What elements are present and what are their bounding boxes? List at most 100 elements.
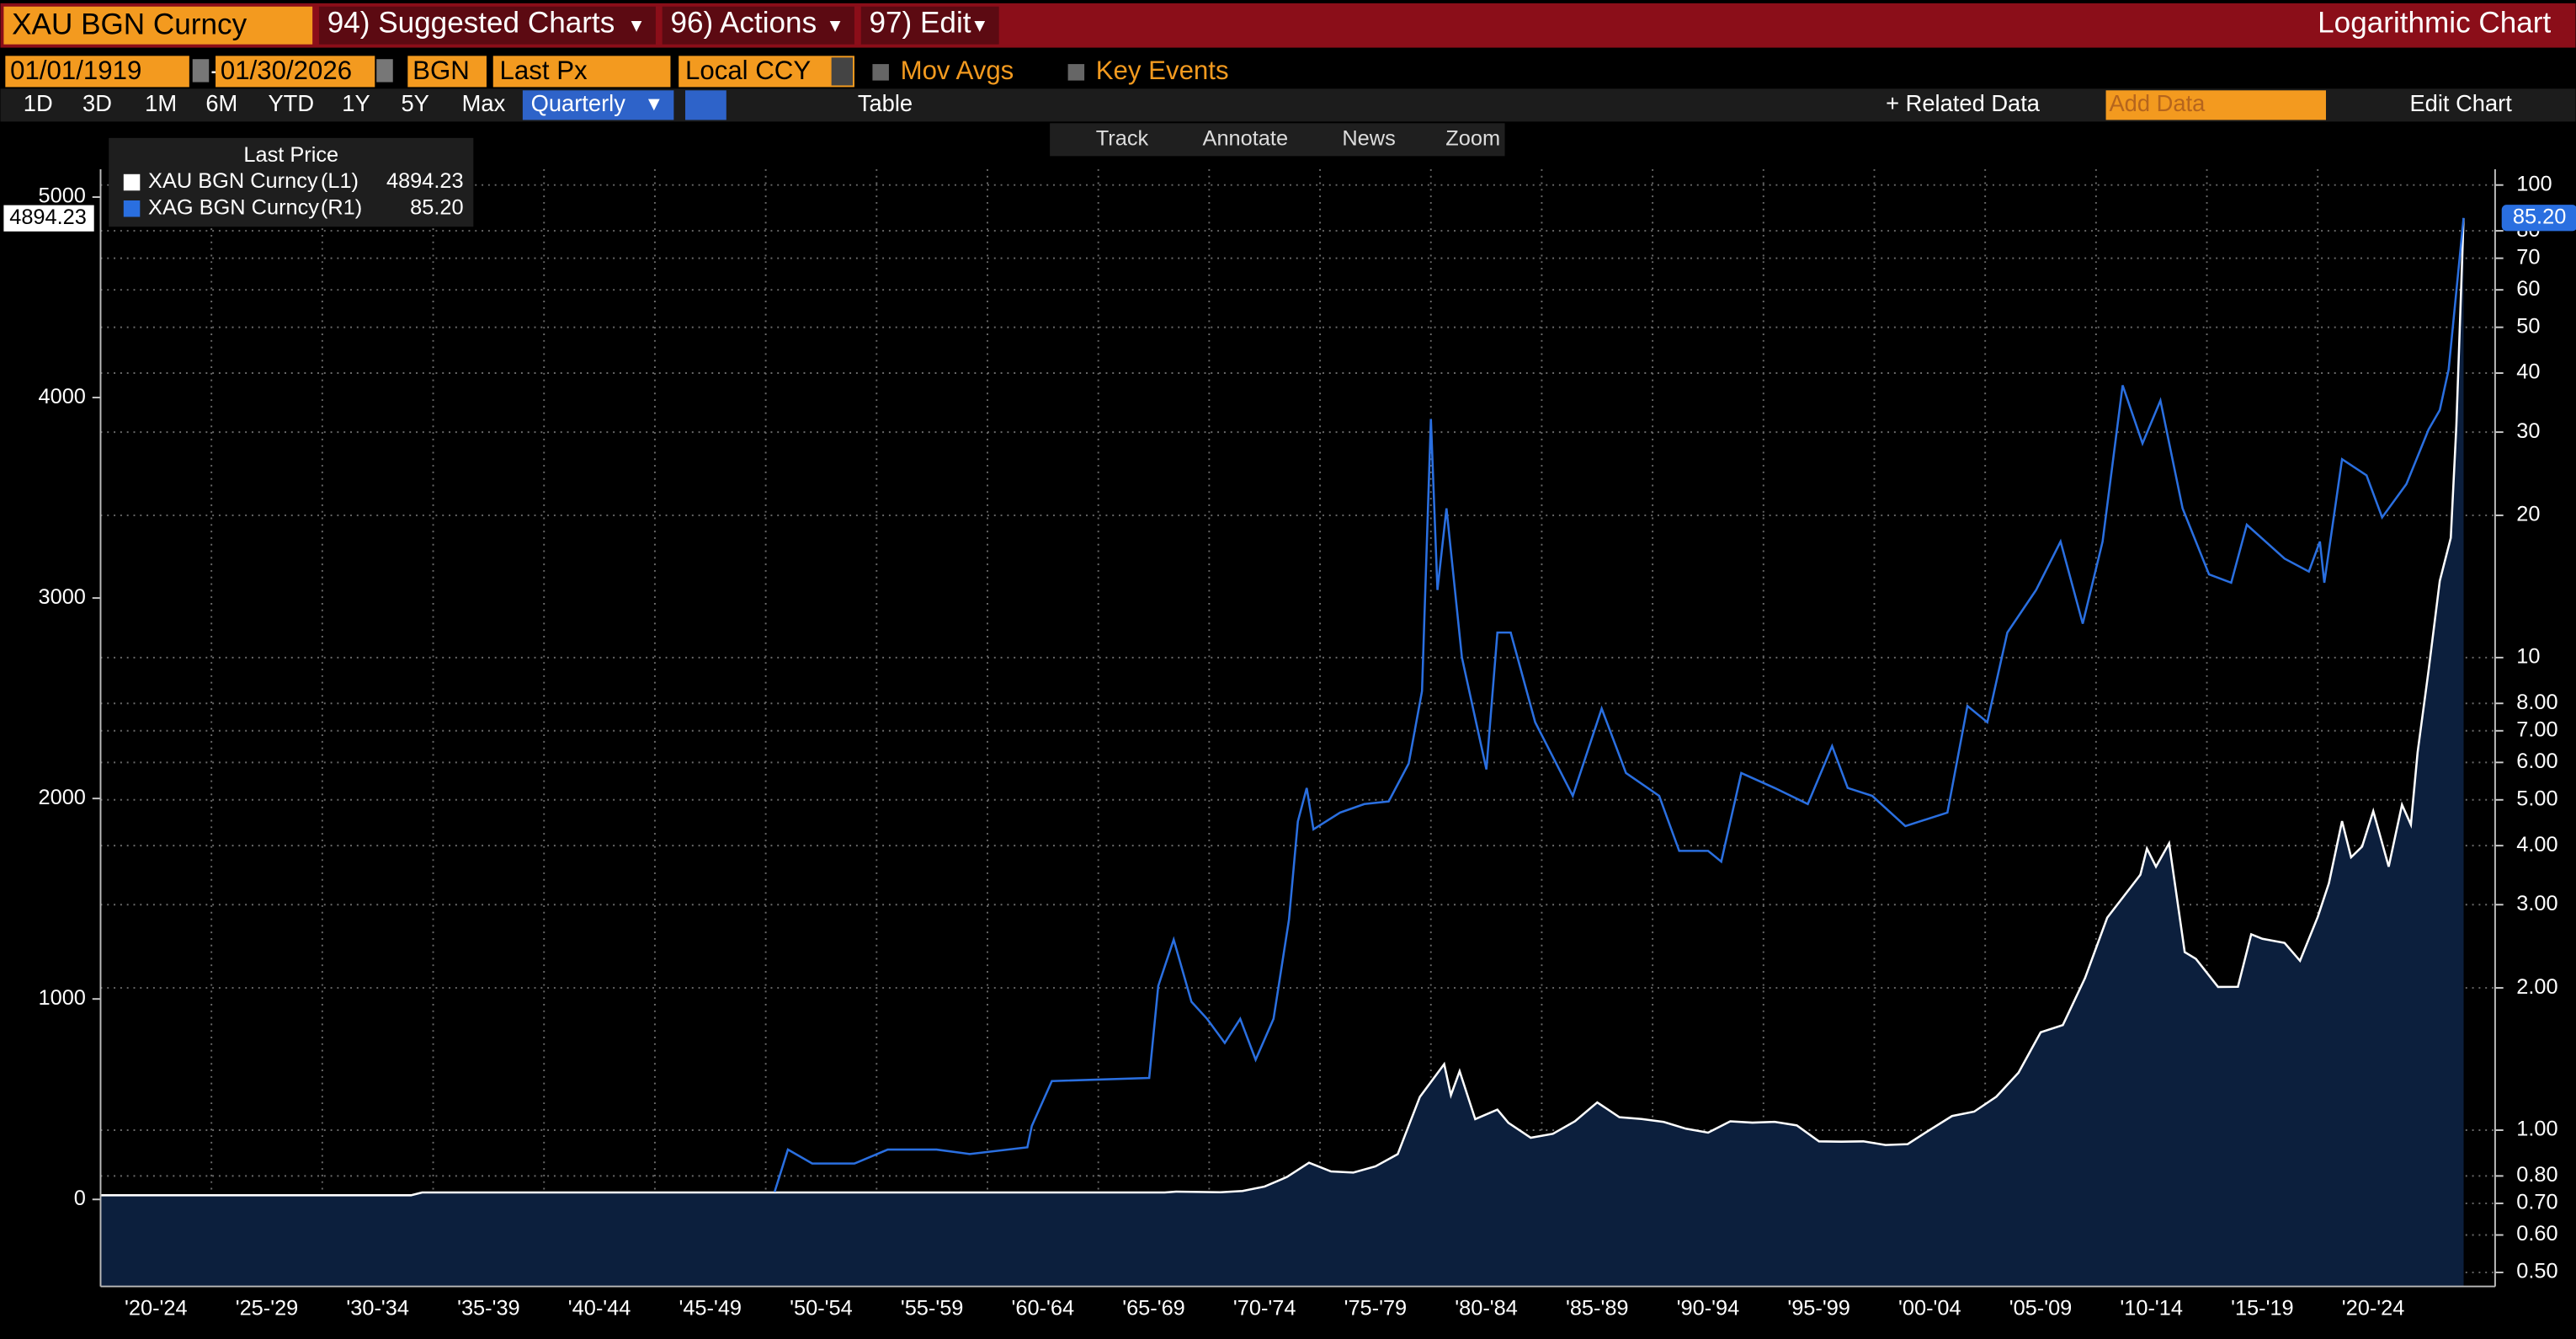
start-date[interactable]: 01/01/1919 <box>10 56 141 85</box>
x-tick-label: '60-'64 <box>1012 1297 1075 1320</box>
x-tick-label: '35-'39 <box>457 1297 520 1320</box>
menu[interactable]: 96) Actions <box>670 7 817 40</box>
menu[interactable]: 94) Suggested Charts <box>327 7 615 40</box>
x-tick-label: '45-'49 <box>679 1297 742 1320</box>
add-data[interactable]: Add Data <box>2109 90 2206 116</box>
y2-tick-label: 30 <box>2516 419 2540 443</box>
y-tick-label: 1000 <box>39 986 86 1010</box>
field[interactable]: Last Px <box>500 56 588 85</box>
line <box>773 217 2465 1192</box>
x-tick-label: '95-'99 <box>1787 1297 1850 1320</box>
x-tick-label: '20-'24 <box>2342 1297 2405 1320</box>
range-button[interactable]: 1Y <box>342 90 370 116</box>
currency-box[interactable] <box>679 56 854 88</box>
tool[interactable]: News <box>1342 127 1395 151</box>
y2-tick-label: 8.00 <box>2516 691 2557 714</box>
x-tick-label: '90-'94 <box>1677 1297 1740 1320</box>
plot: 10080706050403020108.007.006.005.004.003… <box>3 137 2576 1320</box>
x-tick-label: '80-'84 <box>1455 1297 1518 1320</box>
security[interactable]: XAU BGN Curncy <box>12 8 247 40</box>
frequency[interactable]: Quarterly <box>531 90 626 116</box>
x-tick-label: '00-'04 <box>1898 1297 1961 1320</box>
calendar-icon[interactable] <box>192 59 210 83</box>
checkbox[interactable] <box>872 64 889 81</box>
range-button[interactable]: YTD <box>268 90 314 116</box>
table-button[interactable]: Table <box>858 90 913 116</box>
add-data-box[interactable] <box>2105 90 2326 120</box>
chart-mode: Logarithmic Chart <box>2318 7 2551 40</box>
frequency-box[interactable] <box>522 90 674 120</box>
end-date[interactable]: 01/30/2026 <box>221 56 352 85</box>
toggle[interactable]: Key Events <box>1096 56 1229 85</box>
x-tick-label: '05-'09 <box>2009 1297 2073 1320</box>
last-price-tag <box>3 205 94 232</box>
range-button[interactable]: 3D <box>82 90 112 116</box>
edit-chart[interactable]: Edit Chart <box>2409 90 2512 116</box>
y2-tick-label: 100 <box>2516 172 2552 195</box>
legend-swatch <box>123 173 141 191</box>
y2-tick-label: 0.80 <box>2516 1163 2557 1187</box>
menu-box[interactable] <box>318 6 656 45</box>
date-dash: - <box>210 56 219 85</box>
security-box[interactable] <box>3 6 313 45</box>
y2-tick-label: 0.60 <box>2516 1222 2557 1246</box>
y2-tick-label: 40 <box>2516 360 2540 384</box>
legend-value: 85.20 <box>410 195 463 219</box>
dropdown[interactable] <box>831 57 854 86</box>
tool[interactable]: Track <box>1096 127 1149 151</box>
menu-arrow: ▾ <box>631 13 642 37</box>
range-button[interactable]: 1M <box>145 90 177 116</box>
checkbox[interactable] <box>1067 64 1085 81</box>
related-data[interactable]: + Related Data <box>1886 90 2041 116</box>
y-tick-label: 3000 <box>39 585 86 609</box>
legend-label: XAU BGN Curncy <box>148 169 318 193</box>
date-field[interactable] <box>5 56 189 88</box>
legend-swatch <box>123 200 141 217</box>
x-tick-label: '10-'14 <box>2120 1297 2183 1320</box>
y2-tick-label: 3.00 <box>2516 892 2557 915</box>
x-tick-label: '85-'89 <box>1566 1297 1629 1320</box>
menu-box[interactable] <box>860 6 999 45</box>
legend-value: 4894.23 <box>386 169 464 193</box>
legend-label: XAG BGN Curncy <box>148 195 319 219</box>
date-field[interactable] <box>216 56 375 88</box>
y-tick-label: 5000 <box>39 184 86 208</box>
last-price-label: 85.20 <box>2513 205 2566 228</box>
x-tick-label: '55-'59 <box>901 1297 964 1320</box>
legend-axis: (L1) <box>321 169 359 193</box>
y2-tick-label: 50 <box>2516 314 2540 338</box>
chart-style[interactable] <box>685 90 726 120</box>
x-tick-label: '50-'54 <box>790 1297 853 1320</box>
y2-tick-label: 20 <box>2516 503 2540 526</box>
y-tick-label: 2000 <box>39 786 86 809</box>
menu-box[interactable] <box>662 6 854 45</box>
currency[interactable]: Local CCY <box>685 56 811 85</box>
x-tick-label: '75-'79 <box>1344 1297 1408 1320</box>
x-tick-label: '65-'69 <box>1122 1297 1185 1320</box>
calendar-icon[interactable] <box>376 59 393 83</box>
menu[interactable]: 97) Edit <box>870 7 971 40</box>
area <box>100 218 2464 1287</box>
y2-tick-label: 6.00 <box>2516 750 2557 773</box>
x-tick-label: '40-'44 <box>568 1297 631 1320</box>
y2-tick-label: 0.70 <box>2516 1191 2557 1214</box>
range-button[interactable]: Max <box>462 90 506 116</box>
tool[interactable]: Zoom <box>1445 127 1500 151</box>
tool[interactable]: Annotate <box>1203 127 1289 151</box>
x-tick-label: '30-'34 <box>346 1297 409 1320</box>
range-button[interactable]: 5Y <box>402 90 429 116</box>
toggle[interactable]: Mov Avgs <box>901 56 1014 85</box>
source[interactable]: BGN <box>412 56 470 85</box>
y-tick-label: 0 <box>74 1187 86 1210</box>
x-tick-label: '70-'74 <box>1233 1297 1296 1320</box>
source-field[interactable] <box>407 56 487 88</box>
menu-arrow: ▾ <box>974 13 985 37</box>
range-button[interactable]: 6M <box>205 90 237 116</box>
range-button[interactable]: 1D <box>24 90 53 116</box>
field-box[interactable] <box>492 56 671 88</box>
y2-tick-label: 70 <box>2516 245 2540 269</box>
line <box>100 218 2465 1197</box>
y2-tick-label: 4.00 <box>2516 833 2557 856</box>
x-tick-label: '25-'29 <box>236 1297 299 1320</box>
